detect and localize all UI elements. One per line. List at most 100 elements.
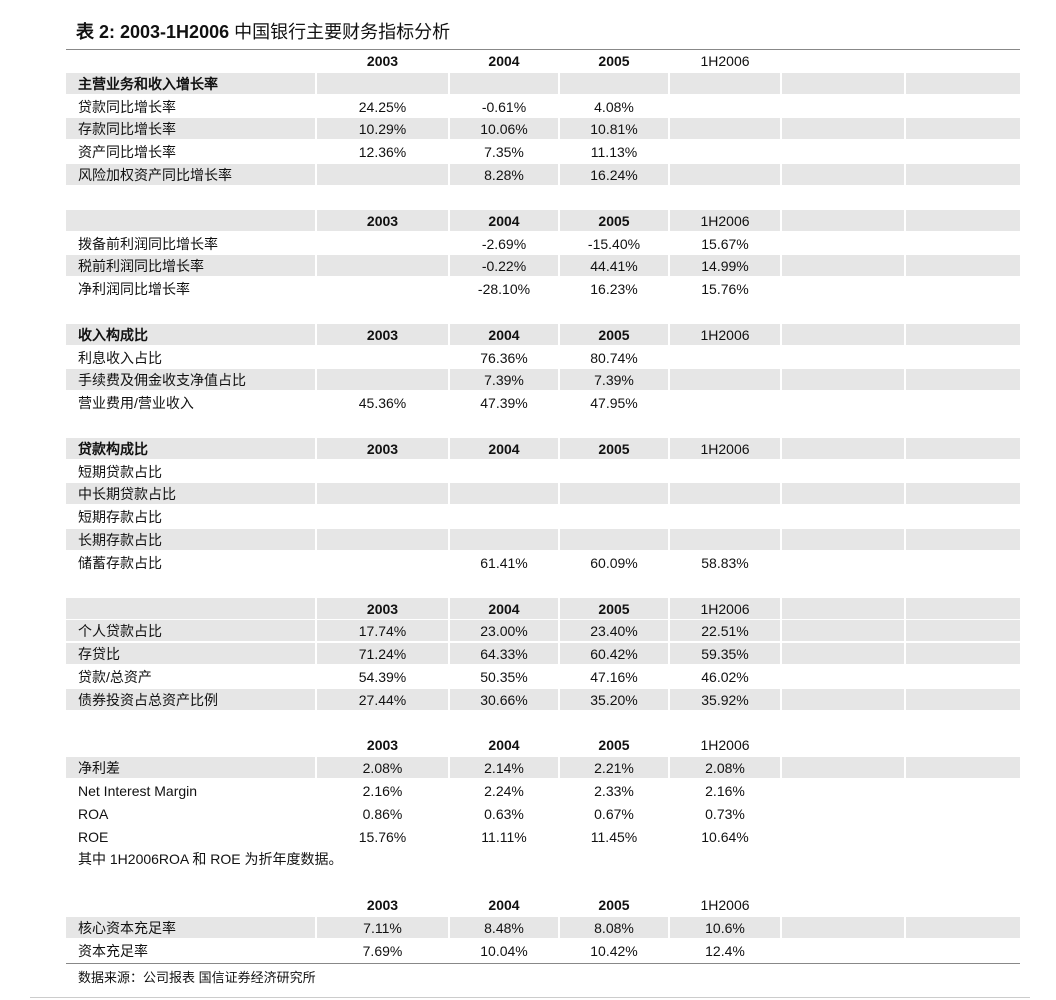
value-cell: 2.16% [670,780,782,801]
value-cell: 30.66% [450,688,560,710]
value-cell [906,643,1020,665]
value-cell: 76.36% [450,346,560,368]
value-cell [906,734,1020,755]
value-cell: 2004 [450,323,560,345]
value-cell [782,825,906,847]
table-header-row: 收入构成比 2003 2004 2005 1H2006 [66,323,1020,346]
value-cell [670,346,782,368]
value-cell: 2.08% [670,757,782,779]
value-cell: 11.13% [560,141,670,163]
table-spacer [66,870,1020,893]
value-cell: 23.40% [560,620,670,642]
value-cell [670,529,782,551]
row-label: 净利润同比增长率 [66,278,317,300]
row-label: 主营业务和收入增长率 [66,72,317,94]
value-cell: -0.22% [450,255,560,277]
value-cell [782,894,906,916]
row-label [66,734,317,756]
value-cell: 16.24% [560,164,670,186]
row-label: 存贷比 [66,643,317,665]
value-cell [782,643,906,665]
value-cell: 10.29% [317,118,450,140]
value-cell [906,323,1020,345]
value-cell [670,164,782,186]
value-cell: 47.95% [560,392,670,414]
value-cell: 2005 [560,597,670,619]
value-cell: 2004 [450,209,560,231]
value-cell [782,232,906,254]
row-label: Net Interest Margin [66,780,317,801]
value-cell: 8.08% [560,916,670,938]
table-row: 主营业务和收入增长率 [66,72,1020,95]
value-cell [906,826,1020,847]
value-cell [317,551,450,573]
table-row: 债券投资占总资产比例 27.44% 30.66% 35.20% 35.92% [66,688,1020,711]
value-cell [906,552,1020,573]
row-label [66,50,317,71]
value-cell: 11.45% [560,825,670,847]
table-row: ROE 15.76% 11.11% 11.45% 10.64% [66,825,1020,848]
row-label: ROA [66,802,317,824]
value-cell: 59.35% [670,643,782,665]
value-cell [560,529,670,551]
value-cell: 45.36% [317,392,450,414]
value-cell: 10.81% [560,118,670,140]
value-cell [670,72,782,94]
value-cell: 4.08% [560,95,670,117]
value-cell [782,483,906,505]
table-note: 其中 1H2006ROA 和 ROE 为折年度数据。 [66,847,1020,870]
value-cell [450,529,560,551]
value-cell: 35.92% [670,688,782,710]
value-cell: 24.25% [317,95,450,117]
value-cell [782,688,906,710]
value-cell [782,757,906,779]
value-cell [782,50,906,71]
table-row: 长期存款占比 [66,528,1020,551]
value-cell: 60.42% [560,643,670,665]
value-cell [906,141,1020,162]
value-cell [317,232,450,254]
table-row: 手续费及佣金收支净值占比 7.39% 7.39% [66,368,1020,391]
value-cell: 22.51% [670,620,782,642]
table-row: 净利差 2.08% 2.14% 2.21% 2.08% [66,756,1020,779]
value-cell: 7.35% [450,141,560,163]
value-cell [782,529,906,551]
value-cell [906,506,1020,527]
table-header-row: 2003 2004 2005 1H2006 [66,893,1020,916]
value-cell [782,916,906,938]
value-cell [782,620,906,642]
table-header-row: 2003 2004 2005 1H2006 [66,597,1020,620]
table-row: 储蓄存款占比 61.41% 60.09% 58.83% [66,551,1020,574]
value-cell [906,96,1020,117]
table-row: 营业费用/营业收入 45.36% 47.39% 47.95% [66,391,1020,414]
table-spacer [66,186,1020,209]
value-cell [906,916,1020,938]
value-cell [450,72,560,94]
value-cell: 2005 [560,734,670,756]
financial-table: 2003 2004 2005 1H2006 主营业务和收入增长率 贷款同比增长率 24.25… [66,49,1020,962]
table-row: 贷款/总资产 54.39% 50.35% 47.16% 46.02% [66,665,1020,688]
value-cell: 1H2006 [670,597,782,619]
table-row: 短期存款占比 [66,505,1020,528]
table-row: ROA 0.86% 0.63% 0.67% 0.73% [66,802,1020,825]
value-cell [782,597,906,619]
value-cell: 17.74% [317,620,450,642]
value-cell: 54.39% [317,665,450,687]
value-cell: 2.16% [317,780,450,801]
value-cell [906,209,1020,231]
value-cell [670,118,782,140]
row-label: ROE [66,825,317,847]
row-label: 核心资本充足率 [66,916,317,938]
value-cell [670,95,782,117]
table-header-row: 2003 2004 2005 1H2006 [66,733,1020,756]
value-cell [782,323,906,345]
value-cell: 7.39% [560,369,670,391]
value-cell: 2.33% [560,780,670,801]
row-label: 短期存款占比 [66,506,317,528]
value-cell [782,506,906,528]
value-cell [317,255,450,277]
row-label [66,597,317,619]
row-label: 贷款同比增长率 [66,95,317,117]
top-rule [66,49,1020,50]
row-label: 收入构成比 [66,323,317,345]
